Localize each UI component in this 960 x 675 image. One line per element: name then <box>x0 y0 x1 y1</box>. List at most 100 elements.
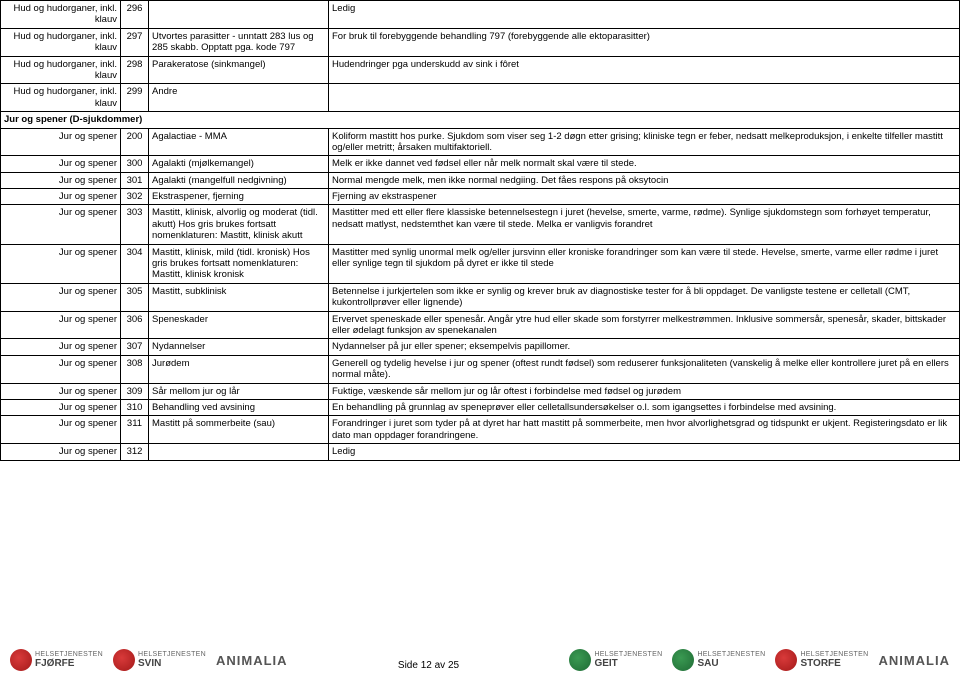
code-cell: 312 <box>121 444 149 460</box>
logo-top-label: HELSETJENESTEN <box>35 651 103 658</box>
category-cell: Jur og spener <box>1 416 121 444</box>
section-header-text: Jur og spener (D-sjukdommer) <box>1 112 960 128</box>
category-cell: Jur og spener <box>1 383 121 399</box>
desc-cell: Ledig <box>329 1 960 29</box>
code-cell: 311 <box>121 416 149 444</box>
name-cell: Mastitt, subklinisk <box>149 283 329 311</box>
name-cell: Behandling ved avsining <box>149 399 329 415</box>
table-row: Jur og spener310Behandling ved avsiningE… <box>1 399 960 415</box>
table-row: Jur og spener309Sår mellom jur og lårFuk… <box>1 383 960 399</box>
code-cell: 299 <box>121 84 149 112</box>
category-cell: Jur og spener <box>1 399 121 415</box>
table-row: Jur og spener308JurødemGenerell og tydel… <box>1 355 960 383</box>
desc-cell: Melk er ikke dannet ved fødsel eller når… <box>329 156 960 172</box>
desc-cell: Mastitter med ett eller flere klassiske … <box>329 205 960 244</box>
desc-cell: Ervervet speneskade eller spenesår. Angå… <box>329 311 960 339</box>
desc-cell: Hudendringer pga underskudd av sink i fô… <box>329 56 960 84</box>
logo-fjorfe: HELSETJENESTEN FJØRFE <box>10 649 103 671</box>
code-cell: 307 <box>121 339 149 355</box>
desc-cell: Forandringer i juret som tyder på at dyr… <box>329 416 960 444</box>
category-cell: Jur og spener <box>1 283 121 311</box>
category-cell: Jur og spener <box>1 205 121 244</box>
page-footer: HELSETJENESTEN FJØRFE HELSETJENESTEN SVI… <box>0 649 960 671</box>
table-row: Jur og spener305Mastitt, subkliniskBeten… <box>1 283 960 311</box>
table-row: Hud og hudorganer, inkl. klauv299Andre <box>1 84 960 112</box>
code-cell: 300 <box>121 156 149 172</box>
table-row: Hud og hudorganer, inkl. klauv298Paraker… <box>1 56 960 84</box>
name-cell <box>149 444 329 460</box>
name-cell: Agalactiae - MMA <box>149 128 329 156</box>
table-row: Jur og spener306SpeneskaderErvervet spen… <box>1 311 960 339</box>
desc-cell: For bruk til forebyggende behandling 797… <box>329 28 960 56</box>
footer-logos-right: HELSETJENESTEN GEIT HELSETJENESTEN SAU H… <box>569 649 950 671</box>
category-cell: Hud og hudorganer, inkl. klauv <box>1 56 121 84</box>
logo-storfe: HELSETJENESTEN STORFE <box>775 649 868 671</box>
desc-cell: Nydannelser på jur eller spener; eksempe… <box>329 339 960 355</box>
logo-bottom-label: SAU <box>697 658 765 669</box>
desc-cell: Ledig <box>329 444 960 460</box>
category-cell: Jur og spener <box>1 244 121 283</box>
table-row: Jur og spener200Agalactiae - MMAKoliform… <box>1 128 960 156</box>
code-cell: 301 <box>121 172 149 188</box>
table-row: Jur og spener311Mastitt på sommerbeite (… <box>1 416 960 444</box>
logo-icon <box>775 649 797 671</box>
page-number: Side 12 av 25 <box>398 660 459 671</box>
brand-animalia: ANIMALIA <box>878 653 950 668</box>
code-cell: 309 <box>121 383 149 399</box>
table-row: Jur og spener312 Ledig <box>1 444 960 460</box>
name-cell: Nydannelser <box>149 339 329 355</box>
logo-top-label: HELSETJENESTEN <box>138 651 206 658</box>
logo-top-label: HELSETJENESTEN <box>594 651 662 658</box>
desc-cell: Fjerning av ekstraspener <box>329 189 960 205</box>
name-cell: Jurødem <box>149 355 329 383</box>
category-cell: Jur og spener <box>1 355 121 383</box>
table-row: Jur og spener304Mastitt, klinisk, mild (… <box>1 244 960 283</box>
desc-cell: En behandling på grunnlag av speneprøver… <box>329 399 960 415</box>
logo-icon <box>672 649 694 671</box>
table-row: Jur og spener300Agalakti (mjølkemangel)M… <box>1 156 960 172</box>
category-cell: Hud og hudorganer, inkl. klauv <box>1 1 121 29</box>
logo-sau: HELSETJENESTEN SAU <box>672 649 765 671</box>
name-cell: Mastitt, klinisk, mild (tidl. kronisk) H… <box>149 244 329 283</box>
footer-logos-left: HELSETJENESTEN FJØRFE HELSETJENESTEN SVI… <box>10 649 288 671</box>
category-cell: Jur og spener <box>1 189 121 205</box>
code-cell: 310 <box>121 399 149 415</box>
category-cell: Jur og spener <box>1 128 121 156</box>
name-cell: Utvortes parasitter - unntatt 283 lus og… <box>149 28 329 56</box>
desc-cell: Mastitter med synlig unormal melk og/ell… <box>329 244 960 283</box>
category-cell: Jur og spener <box>1 444 121 460</box>
logo-icon <box>10 649 32 671</box>
desc-cell: Fuktige, væskende sår mellom jur og lår … <box>329 383 960 399</box>
logo-svin: HELSETJENESTEN SVIN <box>113 649 206 671</box>
logo-icon <box>113 649 135 671</box>
category-cell: Jur og spener <box>1 339 121 355</box>
table-row: Jur og spener301Agalakti (mangelfull ned… <box>1 172 960 188</box>
table-row: Hud og hudorganer, inkl. klauv296Ledig <box>1 1 960 29</box>
code-cell: 298 <box>121 56 149 84</box>
name-cell: Agalakti (mangelfull nedgivning) <box>149 172 329 188</box>
category-cell: Jur og spener <box>1 156 121 172</box>
logo-top-label: HELSETJENESTEN <box>800 651 868 658</box>
name-cell <box>149 1 329 29</box>
table-row: Hud og hudorganer, inkl. klauv297Utvorte… <box>1 28 960 56</box>
code-cell: 297 <box>121 28 149 56</box>
code-cell: 303 <box>121 205 149 244</box>
code-cell: 308 <box>121 355 149 383</box>
code-cell: 200 <box>121 128 149 156</box>
name-cell: Agalakti (mjølkemangel) <box>149 156 329 172</box>
desc-cell: Normal mengde melk, men ikke normal nedg… <box>329 172 960 188</box>
logo-top-label: HELSETJENESTEN <box>697 651 765 658</box>
category-cell: Hud og hudorganer, inkl. klauv <box>1 84 121 112</box>
desc-cell: Betennelse i jurkjertelen som ikke er sy… <box>329 283 960 311</box>
table-row: Jur og spener302Ekstraspener, fjerningFj… <box>1 189 960 205</box>
category-cell: Jur og spener <box>1 172 121 188</box>
desc-cell: Generell og tydelig hevelse i jur og spe… <box>329 355 960 383</box>
name-cell: Mastitt, klinisk, alvorlig og moderat (t… <box>149 205 329 244</box>
code-cell: 306 <box>121 311 149 339</box>
category-cell: Hud og hudorganer, inkl. klauv <box>1 28 121 56</box>
table-row: Jur og spener303Mastitt, klinisk, alvorl… <box>1 205 960 244</box>
logo-geit: HELSETJENESTEN GEIT <box>569 649 662 671</box>
category-cell: Jur og spener <box>1 311 121 339</box>
logo-bottom-label: GEIT <box>594 658 662 669</box>
logo-icon <box>569 649 591 671</box>
